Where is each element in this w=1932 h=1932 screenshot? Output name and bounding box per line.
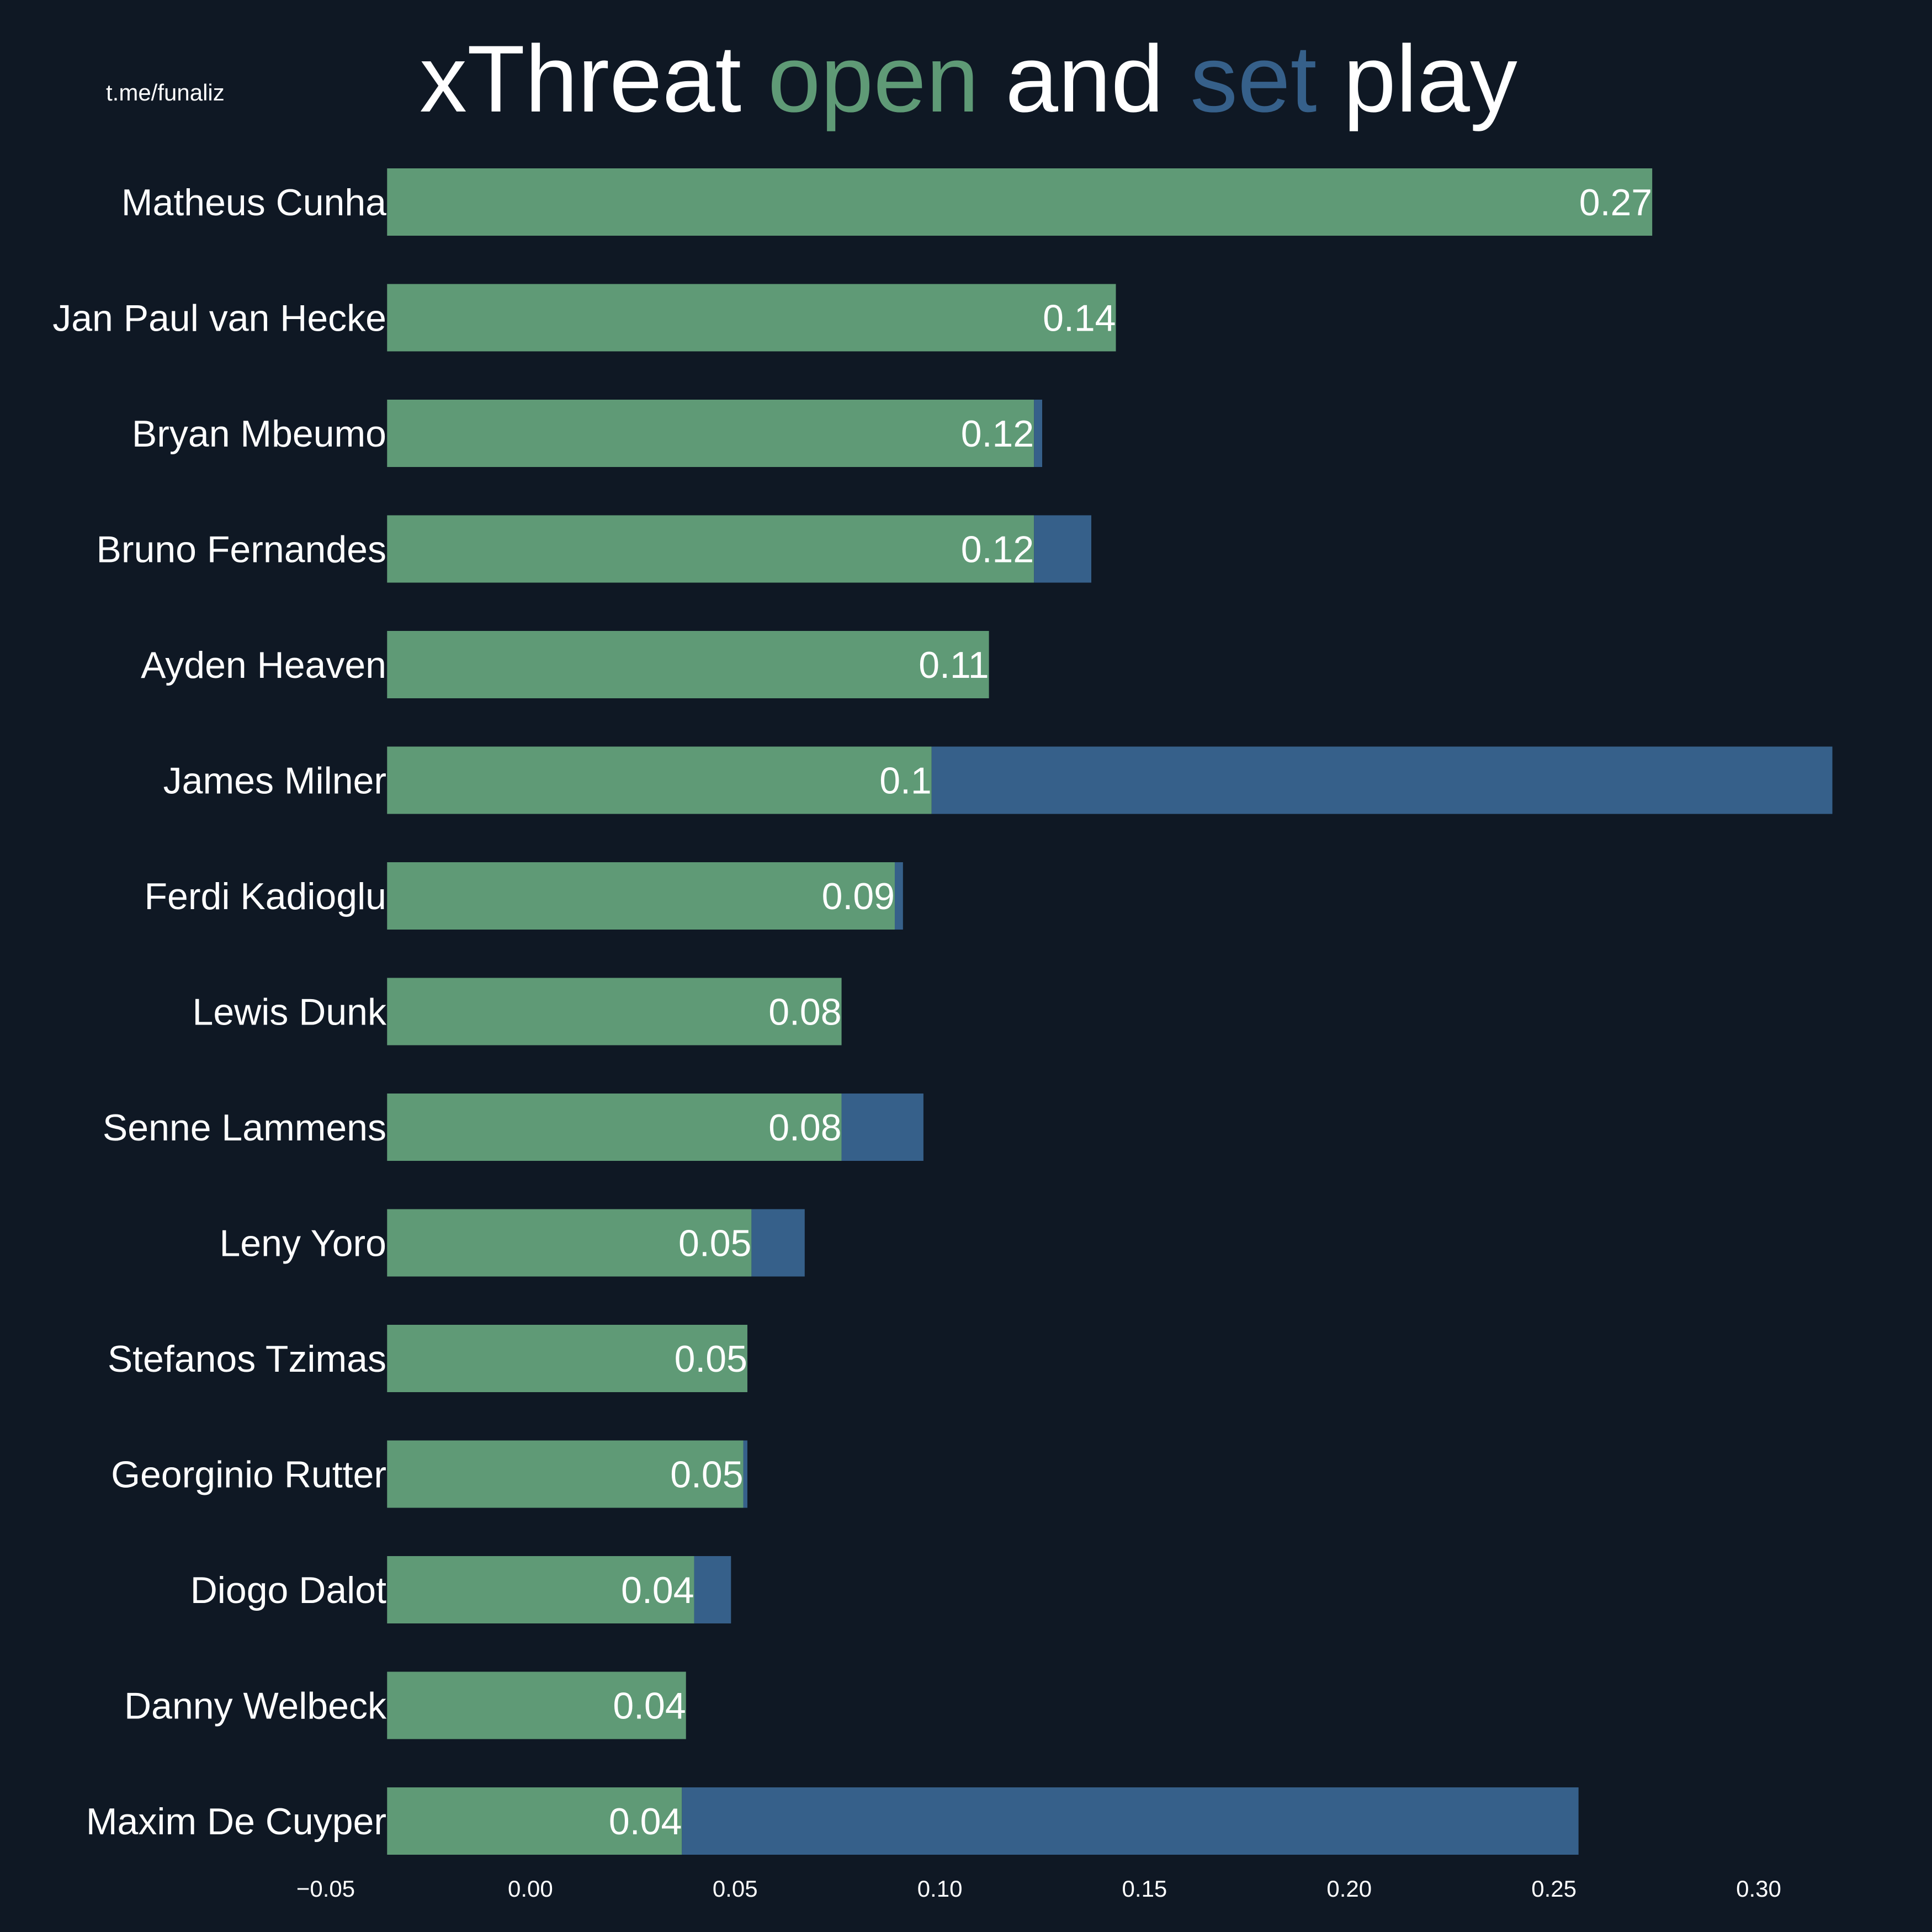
value-label-6: 0.09 [822, 875, 895, 917]
bar-open-4 [387, 631, 989, 698]
bar-open-1 [387, 284, 1116, 352]
value-label-4: 0.11 [919, 644, 989, 686]
bar-open-9 [387, 1209, 752, 1277]
category-label-1: Jan Paul van Hecke [52, 298, 386, 339]
bar-open-11 [387, 1440, 744, 1508]
value-label-13: 0.04 [613, 1685, 686, 1727]
bar-set-12 [694, 1556, 731, 1623]
value-label-11: 0.05 [670, 1454, 743, 1496]
bar-open-12 [387, 1556, 694, 1623]
x-tick-label-6: 0.25 [1531, 1876, 1577, 1902]
category-label-5: James Milner [163, 760, 386, 802]
x-tick-label-2: 0.05 [713, 1876, 758, 1902]
category-label-4: Ayden Heaven [141, 644, 386, 686]
title-part-0: xThreat [420, 26, 768, 132]
category-label-8: Senne Lammens [103, 1107, 386, 1149]
category-labels: Matheus Cunha Jan Paul van Hecke Bryan Mbe… [52, 182, 387, 1843]
value-label-12: 0.04 [621, 1569, 694, 1611]
value-label-10: 0.05 [675, 1338, 747, 1380]
bar-open-5 [387, 746, 932, 814]
bar-set-11 [743, 1440, 747, 1508]
bar-set-14 [682, 1787, 1579, 1855]
bar-set-5 [931, 746, 1833, 814]
bar-open-7 [387, 978, 842, 1045]
x-tick-label-1: 0.00 [508, 1876, 553, 1902]
bar-set-2 [1034, 400, 1042, 467]
bar-open-2 [387, 400, 1034, 467]
chart-title: xThreat open and set play [420, 26, 1517, 132]
watermark-text: t.me/funaliz [106, 79, 225, 105]
x-tick-label-5: 0.20 [1326, 1876, 1372, 1902]
bar-open-10 [387, 1325, 747, 1392]
category-label-7: Lewis Dunk [193, 991, 387, 1033]
bar-open-6 [387, 862, 895, 930]
value-label-5: 0.1 [879, 760, 932, 802]
value-label-9: 0.05 [678, 1223, 751, 1265]
category-label-0: Matheus Cunha [121, 182, 386, 224]
bar-set-8 [841, 1094, 923, 1161]
category-label-6: Ferdi Kadioglu [145, 875, 386, 917]
category-label-3: Bruno Fernandes [97, 529, 386, 571]
x-tick-label-0: −0.05 [296, 1876, 355, 1902]
title-part-2: and [979, 26, 1191, 132]
value-label-8: 0.08 [768, 1107, 841, 1149]
value-label-14: 0.04 [609, 1801, 682, 1843]
title-part-3: set [1190, 26, 1317, 132]
value-label-1: 0.14 [1043, 298, 1116, 339]
bar-open-8 [387, 1094, 842, 1161]
bar-set-9 [751, 1209, 805, 1277]
bar-open-3 [387, 515, 1034, 583]
x-axis-ticks: −0.05 0.00 0.05 0.10 0.15 0.20 0.25 0.30 [296, 1876, 1781, 1902]
bar-open-13 [387, 1671, 686, 1739]
category-label-12: Diogo Dalot [190, 1569, 386, 1611]
x-tick-label-3: 0.10 [917, 1876, 963, 1902]
bar-set-3 [1034, 515, 1092, 583]
title-part-4: play [1317, 26, 1517, 132]
bar-open-0 [387, 168, 1653, 236]
category-label-2: Bryan Mbeumo [132, 413, 386, 455]
bar-open-14 [387, 1787, 682, 1855]
category-label-10: Stefanos Tzimas [108, 1338, 386, 1380]
x-tick-label-7: 0.30 [1736, 1876, 1781, 1902]
value-label-7: 0.08 [768, 991, 841, 1033]
category-label-14: Maxim De Cuyper [86, 1801, 386, 1843]
category-label-11: Georginio Rutter [111, 1454, 386, 1496]
value-label-0: 0.27 [1579, 182, 1652, 224]
title-part-1: open [768, 26, 979, 132]
category-label-13: Danny Welbeck [124, 1685, 387, 1727]
value-label-2: 0.12 [961, 413, 1034, 455]
bars-group: 0.27 0.14 0.12 0.12 0.11 0.1 0.09 0.08 0.08 0.05 0… [387, 168, 1833, 1855]
bar-set-6 [894, 862, 903, 930]
category-label-9: Leny Yoro [219, 1223, 386, 1265]
x-tick-label-4: 0.15 [1122, 1876, 1167, 1902]
value-label-3: 0.12 [961, 529, 1034, 571]
